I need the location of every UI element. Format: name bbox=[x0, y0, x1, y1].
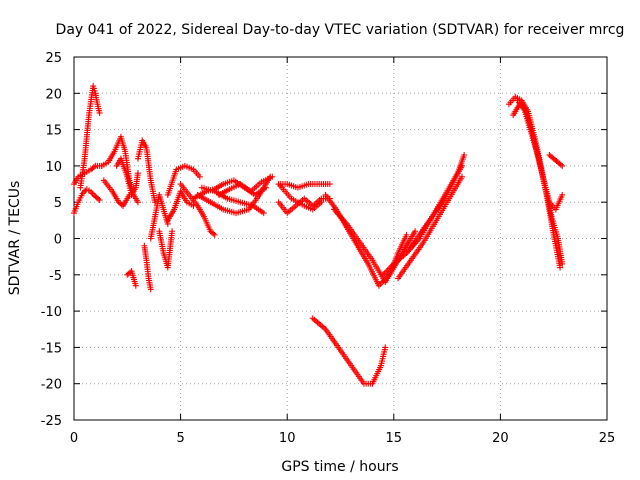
series-track-b bbox=[71, 186, 103, 217]
series-track-f bbox=[113, 155, 141, 198]
data-point-dense bbox=[95, 195, 102, 202]
data-point-dense bbox=[90, 191, 97, 198]
series-track-d bbox=[98, 133, 141, 206]
y-tick-label: 15 bbox=[45, 124, 62, 139]
data-point bbox=[557, 264, 564, 271]
y-tick-label: -10 bbox=[41, 305, 62, 320]
data-point bbox=[461, 152, 468, 159]
series-track-l bbox=[164, 162, 203, 198]
data-point bbox=[134, 199, 141, 206]
data-point bbox=[260, 210, 267, 217]
x-tick-label: 10 bbox=[279, 431, 296, 446]
series-track-v bbox=[322, 191, 410, 289]
data-point bbox=[318, 199, 325, 206]
y-tick-label: -5 bbox=[49, 269, 62, 284]
x-tick-label: 5 bbox=[176, 431, 184, 446]
x-tick-label: 20 bbox=[492, 431, 509, 446]
data-point bbox=[269, 173, 276, 180]
series-track-aa bbox=[403, 152, 468, 257]
y-tick-label: 25 bbox=[45, 51, 62, 66]
y-tick-label: -15 bbox=[41, 341, 62, 356]
series-track-ae bbox=[546, 152, 566, 169]
data-point bbox=[412, 228, 419, 235]
data-point bbox=[134, 170, 141, 177]
axis-ticks: 0 5 10 15 20 25 25 20 15 10 5 0 -5 -10 -15 -20 -25 bbox=[41, 51, 616, 446]
data-point-dense bbox=[557, 161, 564, 168]
data-point bbox=[403, 231, 410, 238]
data-point bbox=[147, 286, 154, 293]
data-point-dense bbox=[90, 164, 97, 171]
series-track-n bbox=[177, 181, 218, 238]
y-tick-label: -25 bbox=[41, 414, 62, 429]
y-tick-label: 20 bbox=[45, 87, 62, 102]
data-point bbox=[459, 173, 466, 180]
y-tick-label: 0 bbox=[54, 233, 62, 248]
series-track-e bbox=[100, 177, 133, 209]
series-track-k bbox=[156, 228, 176, 271]
data-point bbox=[326, 181, 333, 188]
x-axis-label: GPS time / hours bbox=[281, 459, 398, 475]
series-track-p bbox=[194, 173, 274, 217]
data-point bbox=[559, 162, 566, 169]
data-point bbox=[96, 109, 103, 116]
data-point bbox=[169, 228, 176, 235]
chart-title: Day 041 of 2022, Sidereal Day-to-day VTE… bbox=[56, 22, 625, 38]
series-track-h bbox=[134, 137, 159, 206]
data-point bbox=[211, 231, 218, 238]
data-point bbox=[96, 197, 103, 204]
series-track-z bbox=[395, 173, 466, 282]
data-point-dense bbox=[89, 190, 96, 197]
y-tick-label: -20 bbox=[41, 378, 62, 393]
series-track-r bbox=[215, 173, 276, 198]
series-track-x bbox=[309, 315, 389, 387]
series-track-g bbox=[124, 268, 139, 289]
series-track-ab bbox=[505, 93, 564, 271]
series-track-u bbox=[275, 181, 325, 213]
series-track-c bbox=[77, 83, 103, 191]
data-point-dense bbox=[210, 230, 217, 237]
data-point bbox=[196, 173, 203, 180]
series-track-s bbox=[275, 181, 333, 191]
y-axis-label: SDTVAR / TECUs bbox=[7, 181, 23, 296]
data-point bbox=[559, 191, 566, 198]
series-track-ac bbox=[510, 101, 566, 267]
data-point bbox=[382, 344, 389, 351]
y-tick-label: 5 bbox=[54, 196, 62, 211]
series-track-a bbox=[71, 162, 105, 188]
x-tick-label: 25 bbox=[599, 431, 616, 446]
x-tick-label: 0 bbox=[70, 431, 78, 446]
data-point bbox=[132, 282, 139, 289]
series-track-j bbox=[147, 191, 171, 242]
grid-lines bbox=[74, 57, 607, 420]
series-track-i bbox=[141, 242, 154, 293]
data-marks bbox=[71, 83, 566, 387]
series-track-ad bbox=[514, 97, 566, 213]
data-point bbox=[559, 260, 566, 267]
y-tick-label: 10 bbox=[45, 160, 62, 175]
x-tick-label: 15 bbox=[386, 431, 403, 446]
